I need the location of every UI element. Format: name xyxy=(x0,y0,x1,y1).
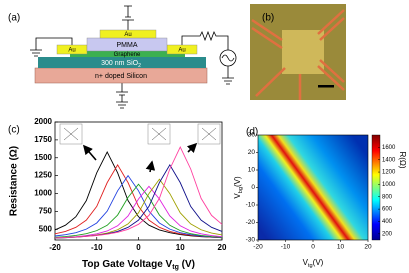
panel-label: (a) xyxy=(8,13,20,24)
panel-label: (b) xyxy=(262,13,274,24)
colorbar-tick-label: 400 xyxy=(382,219,393,225)
data-line xyxy=(54,145,223,239)
colorbar-tick-label: 1600 xyxy=(382,145,396,151)
y-tick-label: 10 xyxy=(248,167,256,174)
layer-label: Au xyxy=(124,32,131,38)
panel-label: (d) xyxy=(246,127,258,138)
heatmap-image xyxy=(257,134,369,241)
data-line xyxy=(54,183,223,238)
colorbar-tick-label: 1200 xyxy=(382,170,396,176)
y-tick-label: 30 xyxy=(248,132,256,139)
y-tick-label: -30 xyxy=(246,237,256,244)
x-tick-label: 10 xyxy=(337,244,345,251)
axis-label: Resistance (Ω) xyxy=(9,146,20,216)
device-schematic: (a) n+ doped Silicon 300 nm SiO2 Graphen… xyxy=(8,5,237,109)
micrograph: (b) xyxy=(250,4,346,100)
y-tick-label: 1750 xyxy=(34,135,52,144)
x-tick-label: -20 xyxy=(253,244,263,251)
layer-label: 300 nm SiO2 xyxy=(101,60,141,69)
x-tick-label: 0 xyxy=(136,243,141,252)
layer-label: n+ doped Silicon xyxy=(95,73,147,80)
y-tick-label: 20 xyxy=(248,149,256,156)
arrows xyxy=(82,142,198,173)
band-insets xyxy=(59,123,221,145)
layer-label: Graphene xyxy=(114,52,141,58)
y-tick-label: 0 xyxy=(251,184,255,191)
x-tick-label: 10 xyxy=(176,243,185,252)
colorbar-tick-label: 1000 xyxy=(382,182,396,188)
axis-label: Vbg(V) xyxy=(233,176,244,199)
x-tick-label: 20 xyxy=(218,243,227,252)
data-line xyxy=(54,164,223,239)
y-tick-label: 2000 xyxy=(34,117,52,126)
colorbar-tick-label: 1400 xyxy=(382,157,396,163)
data-line xyxy=(54,178,223,239)
x-tick-label: -20 xyxy=(49,243,61,252)
x-tick-label: 20 xyxy=(364,244,372,251)
y-tick-label: 1500 xyxy=(34,153,52,162)
data-line xyxy=(54,185,223,239)
x-tick-label: 0 xyxy=(311,244,315,251)
colorbar-tick-label: 600 xyxy=(382,207,393,213)
axis-label: Vtg(V) xyxy=(303,258,324,269)
y-tick-label: 750 xyxy=(39,207,53,216)
colorbar-tick-label: 200 xyxy=(382,231,393,237)
data-line xyxy=(54,174,223,238)
layer-label: PMMA xyxy=(117,42,138,49)
y-tick-label: 1250 xyxy=(34,171,52,180)
layer-label: Au xyxy=(178,48,185,54)
colorbar-label: R(Ω) xyxy=(398,151,407,168)
colorbar xyxy=(371,134,381,241)
y-tick-label: -20 xyxy=(246,219,256,226)
y-tick-label: 1000 xyxy=(34,189,52,198)
colorbar-tick-label: 800 xyxy=(382,194,393,200)
layer-label: Au xyxy=(68,48,75,54)
x-tick-label: -10 xyxy=(91,243,103,252)
axis-label: Top Gate Voltage Vtg (V) xyxy=(82,259,195,272)
x-tick-label: -10 xyxy=(281,244,291,251)
y-tick-label: 500 xyxy=(39,224,53,233)
y-tick-label: -10 xyxy=(246,202,256,209)
panel-label: (c) xyxy=(8,125,20,136)
